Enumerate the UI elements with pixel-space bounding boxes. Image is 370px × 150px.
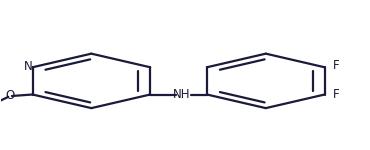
Text: F: F: [333, 88, 339, 101]
Text: NH: NH: [173, 88, 190, 101]
Text: F: F: [333, 59, 339, 72]
Text: N: N: [24, 60, 33, 73]
Text: O: O: [5, 90, 14, 102]
